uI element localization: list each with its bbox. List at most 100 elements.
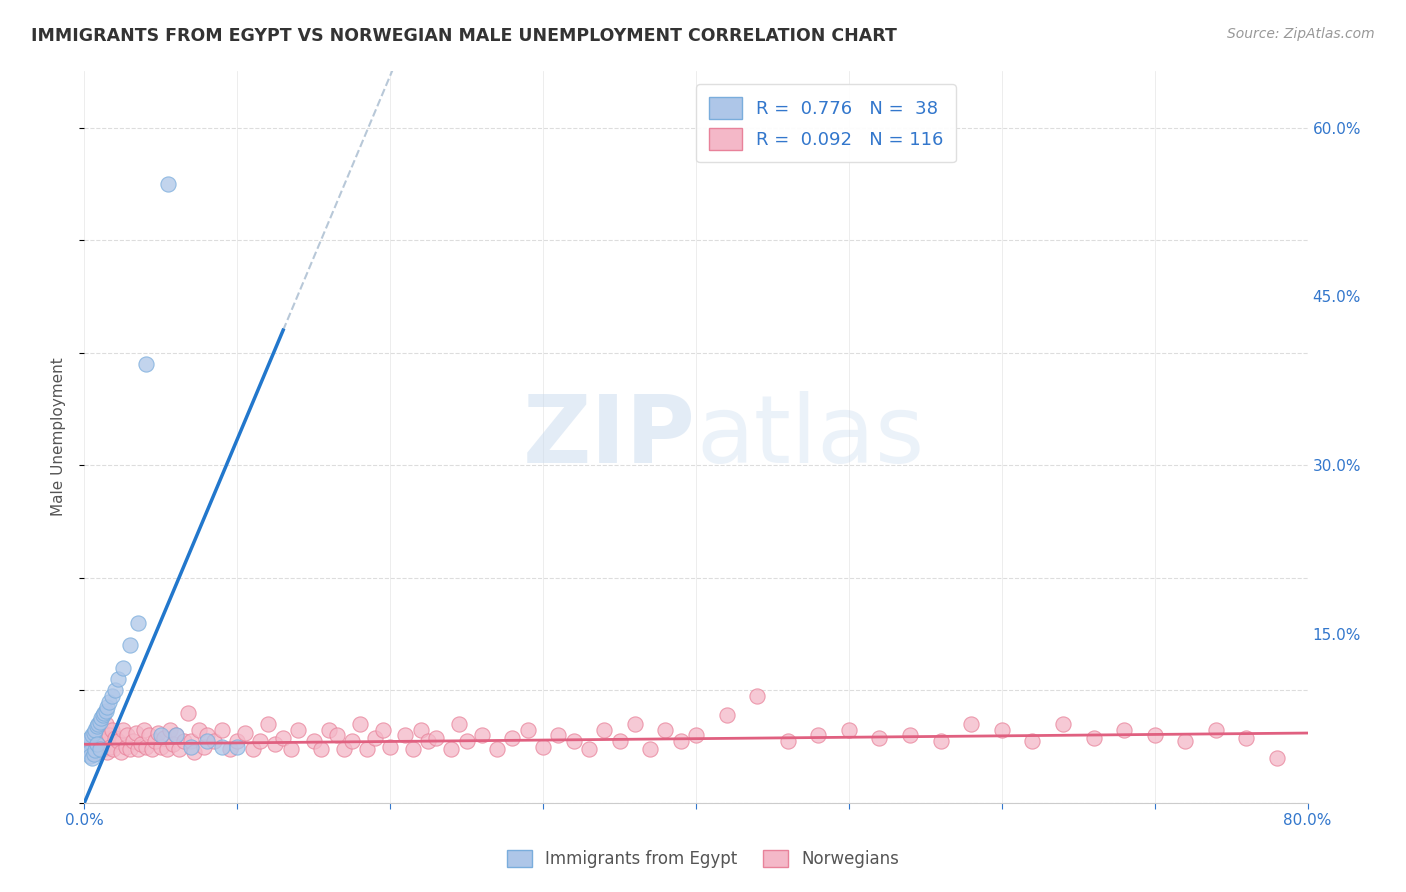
Point (409, 723, 432, 737)
Point (149, 728, 172, 742)
Point (1114, 723, 1136, 737)
Text: atlas: atlas (696, 391, 924, 483)
Point (165, 728, 187, 742)
Point (1236, 731, 1258, 745)
Point (165, 728, 187, 742)
Point (97, 694, 120, 708)
Point (960, 717, 983, 731)
Point (318, 723, 340, 737)
Point (122, 734, 145, 748)
Point (153, 731, 176, 745)
Point (143, 734, 166, 748)
Point (249, 734, 271, 748)
Point (80, 728, 103, 742)
Point (101, 689, 124, 703)
Point (159, 723, 181, 737)
Point (1174, 734, 1197, 748)
Point (776, 734, 799, 748)
Point (380, 739, 402, 754)
Y-axis label: Male Unemployment: Male Unemployment (51, 358, 66, 516)
Point (838, 723, 860, 737)
Point (157, 177, 180, 191)
Point (149, 739, 172, 754)
Point (502, 731, 524, 745)
Point (516, 723, 538, 737)
Point (287, 723, 309, 737)
Point (77, 734, 100, 748)
Point (84, 743, 107, 757)
Point (716, 708, 738, 723)
Point (138, 728, 160, 742)
Point (195, 734, 218, 748)
Point (280, 741, 302, 756)
Point (242, 741, 264, 756)
Point (195, 728, 218, 742)
Point (162, 737, 184, 751)
Point (86, 719, 108, 733)
Point (98, 739, 121, 754)
Point (104, 683, 127, 698)
Point (356, 741, 378, 756)
Point (103, 741, 125, 756)
Point (188, 723, 211, 737)
Point (89, 714, 111, 729)
Point (447, 717, 470, 731)
Point (202, 734, 225, 748)
Point (609, 734, 631, 748)
Point (654, 723, 676, 737)
Point (167, 741, 190, 756)
Point (101, 723, 124, 737)
Point (107, 672, 129, 686)
Point (425, 731, 447, 745)
Point (869, 731, 891, 745)
Point (104, 731, 127, 745)
Point (180, 739, 202, 754)
Point (135, 357, 157, 371)
Point (89, 741, 111, 756)
Point (111, 723, 134, 737)
Point (83, 747, 105, 762)
Point (218, 741, 240, 756)
Point (371, 723, 394, 737)
Point (146, 726, 169, 740)
Point (302, 734, 325, 748)
Point (87, 717, 110, 731)
Point (97, 728, 120, 742)
Point (486, 741, 509, 756)
Point (107, 734, 129, 748)
Point (562, 734, 585, 748)
Point (79, 748, 101, 763)
Point (83, 726, 105, 740)
Point (132, 723, 155, 737)
Point (93, 734, 115, 748)
Point (226, 739, 249, 754)
Point (211, 739, 233, 754)
Point (111, 661, 134, 675)
Point (418, 734, 440, 748)
Point (471, 728, 494, 742)
Point (115, 728, 138, 742)
Point (89, 739, 111, 754)
Point (90, 723, 112, 737)
Point (1143, 728, 1166, 742)
Point (456, 734, 478, 748)
Point (127, 615, 149, 630)
Point (94, 717, 117, 731)
Point (86, 737, 108, 751)
Point (531, 739, 554, 754)
Point (669, 734, 692, 748)
Legend: R =  0.776   N =  38, R =  0.092   N = 116: R = 0.776 N = 38, R = 0.092 N = 116 (696, 84, 956, 162)
Point (91, 708, 114, 723)
Point (593, 723, 616, 737)
Point (180, 734, 202, 748)
Point (1205, 723, 1227, 737)
Point (84, 737, 107, 751)
Point (120, 741, 142, 756)
Point (94, 704, 117, 718)
Point (349, 717, 371, 731)
Point (257, 717, 280, 731)
Point (91, 741, 114, 756)
Point (1265, 751, 1288, 765)
Point (547, 728, 569, 742)
Point (79, 731, 101, 745)
